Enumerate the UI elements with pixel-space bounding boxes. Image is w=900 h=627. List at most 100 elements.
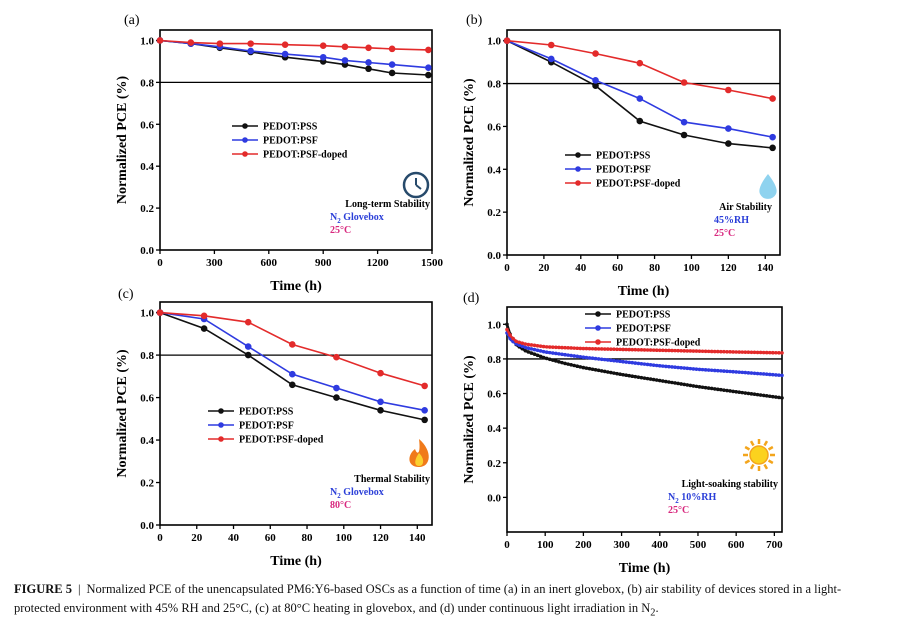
- data-point: [734, 350, 738, 354]
- annotation-line-1: Air Stability: [719, 202, 772, 213]
- data-point: [505, 327, 509, 332]
- legend-label: PEDOT:PSS: [616, 310, 671, 321]
- data-point: [575, 346, 580, 351]
- data-point: [319, 53, 327, 61]
- sun-ray: [749, 463, 755, 470]
- data-point: [425, 71, 432, 79]
- x-tick-label: 100: [537, 539, 554, 551]
- data-point: [541, 349, 546, 354]
- caption-text: Normalized PCE of the unencapsulated PM6…: [14, 582, 842, 615]
- data-point: [719, 369, 723, 373]
- data-point: [769, 133, 776, 141]
- data-point: [636, 117, 644, 125]
- data-point: [612, 358, 616, 363]
- data-point: [639, 348, 644, 352]
- data-point: [572, 354, 577, 358]
- data-point: [627, 373, 632, 378]
- data-point: [667, 348, 671, 353]
- data-point: [557, 345, 561, 350]
- data-point: [200, 325, 208, 332]
- data-point: [621, 347, 625, 352]
- legend-label: PEDOT:PSF-doped: [239, 435, 324, 446]
- data-point: [706, 386, 711, 390]
- legend-swatch-marker: [242, 123, 248, 129]
- data-point: [654, 378, 659, 382]
- data-point: [761, 372, 766, 376]
- series-line: [505, 323, 783, 400]
- data-point: [624, 347, 628, 352]
- data-point: [685, 366, 690, 371]
- data-point: [725, 388, 729, 393]
- data-point: [618, 359, 622, 364]
- data-point: [505, 322, 509, 327]
- data-point: [691, 367, 696, 371]
- data-point: [682, 366, 687, 370]
- legend: PEDOT:PSS PEDOT:PSF PEDOT:PSF-doped: [585, 310, 701, 349]
- data-point: [700, 385, 705, 390]
- x-tick-label: 600: [728, 539, 745, 551]
- data-point: [764, 372, 769, 377]
- data-point: [771, 372, 775, 377]
- data-point: [529, 343, 534, 347]
- data-point: [377, 407, 384, 414]
- y-axis-label: Normalized PCE (%): [462, 78, 477, 207]
- x-tick-label: 0: [504, 539, 510, 551]
- data-point: [648, 377, 653, 381]
- data-point: [606, 358, 610, 362]
- data-point: [743, 350, 748, 354]
- data-point: [670, 380, 674, 385]
- data-point: [599, 347, 604, 351]
- data-point: [697, 385, 702, 389]
- data-point: [688, 366, 693, 371]
- data-point: [421, 382, 428, 390]
- data-point: [682, 382, 687, 387]
- legend-label: PEDOT:PSS: [596, 151, 651, 162]
- legend-swatch-marker: [595, 311, 601, 317]
- data-point: [554, 351, 558, 356]
- data-point: [749, 371, 754, 375]
- data-point: [523, 342, 528, 346]
- data-point: [728, 389, 732, 393]
- data-point: [365, 65, 372, 73]
- legend-swatch-marker: [595, 339, 601, 345]
- data-point: [333, 353, 340, 361]
- legend-label: PEDOT:PSF-doped: [263, 150, 348, 161]
- y-tick-label: 0.0: [487, 492, 501, 504]
- panel-label: (a): [124, 13, 140, 28]
- data-point: [746, 391, 751, 396]
- data-point: [734, 370, 738, 374]
- sun-disc: [749, 445, 769, 465]
- annotation-line-3: 25°C: [714, 228, 735, 239]
- clock-face: [402, 171, 430, 199]
- data-point: [633, 347, 638, 352]
- y-tick-label: 0.4: [140, 161, 154, 173]
- data-point: [636, 347, 641, 352]
- flame-outer: [409, 439, 429, 467]
- y-axis-label: Normalized PCE (%): [115, 76, 130, 205]
- x-axis-label: Time (h): [270, 279, 322, 294]
- data-point: [627, 347, 632, 352]
- data-point: [557, 359, 561, 364]
- data-point: [599, 357, 604, 362]
- drop-shape: [759, 174, 777, 199]
- y-tick-label: 0.8: [487, 354, 501, 366]
- x-tick-label: 400: [652, 539, 669, 551]
- data-point: [333, 394, 340, 401]
- data-point: [421, 416, 428, 424]
- data-point: [541, 355, 546, 360]
- data-point: [648, 363, 653, 367]
- legend-swatch-marker: [218, 408, 224, 414]
- x-tick-label: 100: [683, 262, 700, 274]
- data-point: [529, 347, 534, 351]
- y-tick-label: 0.6: [487, 121, 501, 133]
- data-point: [523, 345, 528, 350]
- data-point: [566, 362, 570, 366]
- caption-subscript: 2: [650, 607, 656, 619]
- data-point: [685, 349, 690, 353]
- series-line: [159, 39, 429, 51]
- data-point: [596, 347, 601, 351]
- data-point: [761, 350, 766, 355]
- data-point: [673, 365, 677, 370]
- data-point: [547, 345, 552, 349]
- data-point: [388, 69, 396, 77]
